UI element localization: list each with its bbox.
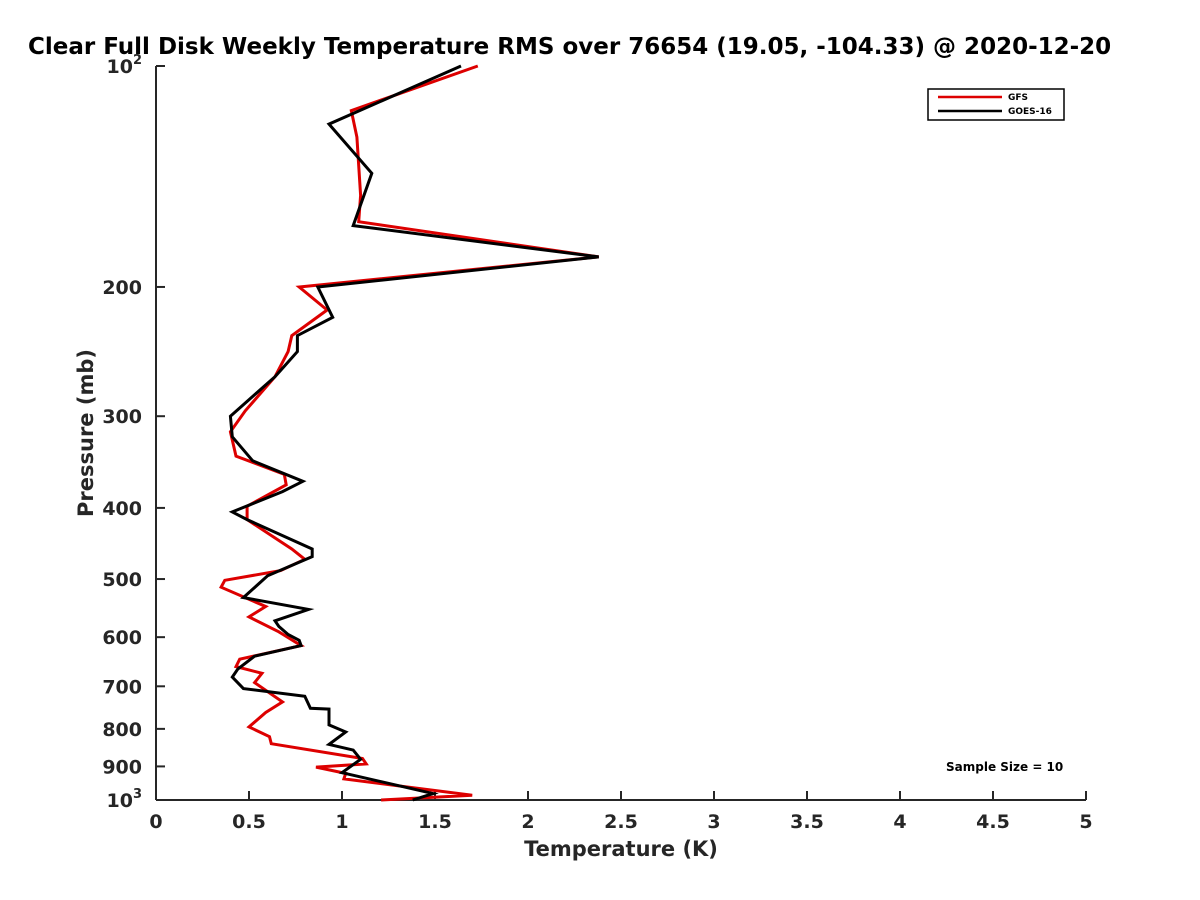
x-axis-label: Temperature (K) [524, 837, 718, 861]
x-tick-label: 4.5 [976, 811, 1010, 833]
x-tick-label: 1.5 [418, 811, 452, 833]
series-lines [219, 64, 599, 802]
x-tick-label: 1 [335, 811, 348, 833]
x-tick-label: 4 [893, 811, 906, 833]
legend-label-goes-16: GOES-16 [1008, 107, 1052, 117]
x-tick-label: 3.5 [790, 811, 824, 833]
plot-area [155, 66, 1086, 801]
series-line-goes-16 [228, 64, 599, 802]
legend-label-gfs: GFS [1008, 93, 1028, 103]
x-tick-label: 0 [149, 811, 162, 833]
y-tick-label: 600 [102, 627, 142, 649]
y-tick-label: 300 [102, 406, 142, 428]
x-ticks: 0 0.5 1 1.5 2 2.5 3 3.5 4 4.5 5 [149, 791, 1093, 833]
sample-size-annotation: Sample Size = 10 [946, 760, 1063, 774]
y-tick-label: 500 [102, 569, 142, 591]
y-ticks: 102 200 300 400 500 600 700 800 900 103 [102, 53, 165, 812]
y-tick-label: 700 [102, 676, 142, 698]
y-tick-label: 400 [102, 498, 142, 520]
y-tick-label: 800 [102, 719, 142, 741]
series-line-gfs [219, 64, 599, 802]
y-tick-label: 103 [107, 787, 143, 812]
x-tick-label: 3 [707, 811, 720, 833]
x-tick-label: 5 [1079, 811, 1092, 833]
legend: GFS GOES-16 [927, 88, 1065, 121]
y-tick-label: 200 [102, 277, 142, 299]
y-tick-label: 102 [107, 53, 143, 78]
x-tick-label: 2 [521, 811, 534, 833]
legend-box [927, 88, 1065, 121]
x-tick-label: 2.5 [604, 811, 638, 833]
x-tick-label: 0.5 [232, 811, 266, 833]
y-axis-label: Pressure (mb) [74, 349, 98, 517]
chart-title: Clear Full Disk Weekly Temperature RMS o… [28, 34, 1111, 60]
y-tick-label: 900 [102, 756, 142, 778]
